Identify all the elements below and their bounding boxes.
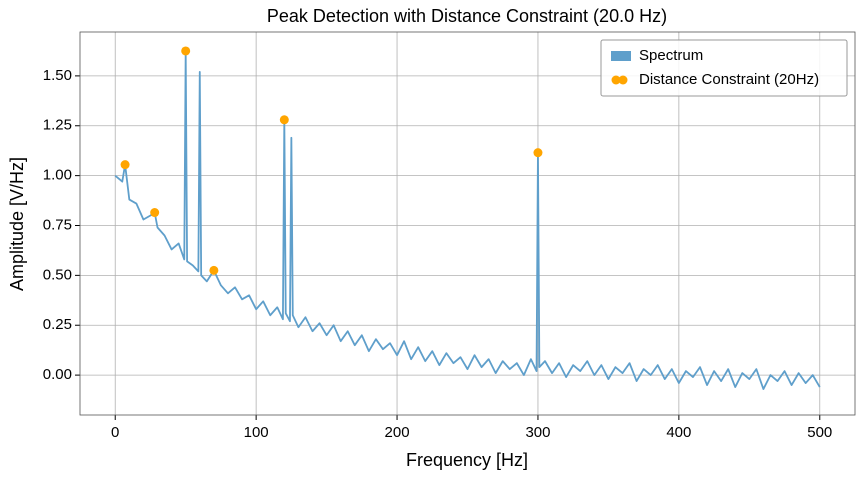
plot-frame [79,31,856,416]
x-tick-label: 0 [111,424,119,441]
y-tick-label: 0.50 [43,266,72,283]
legend-label: Spectrum [639,47,703,64]
peak-point [150,208,160,218]
peak-point [533,148,543,158]
x-tick-label: 400 [666,424,691,441]
peak-point [279,115,289,125]
y-tick-label: 0.25 [43,316,72,333]
y-tick-label: 0.00 [43,366,72,383]
legend: Spectrum Distance Constraint (20Hz) [600,39,848,97]
legend-swatch [611,75,621,85]
y-tick-label: 1.50 [43,67,72,84]
x-tick-label: 300 [525,424,550,441]
peak-point [120,160,130,170]
y-tick-label: 1.25 [43,117,72,134]
chart-title: Peak Detection with Distance Constraint … [267,6,667,26]
spectrum-line [114,50,821,390]
y-axis-label: Amplitude [V/Hz] [7,157,27,291]
x-tick-label: 500 [807,424,832,441]
x-tick-label: 200 [385,424,410,441]
y-tick-label: 1.00 [43,167,72,184]
x-axis-label: Frequency [Hz] [406,450,528,470]
peak-point [181,46,191,56]
legend-swatch [611,51,631,61]
legend-swatch [618,75,628,85]
y-tick-label: 0.75 [43,216,72,233]
peak-point [209,265,219,275]
x-tick-label: 100 [244,424,269,441]
legend-box [600,39,848,97]
legend-label: Distance Constraint (20Hz) [639,71,819,88]
